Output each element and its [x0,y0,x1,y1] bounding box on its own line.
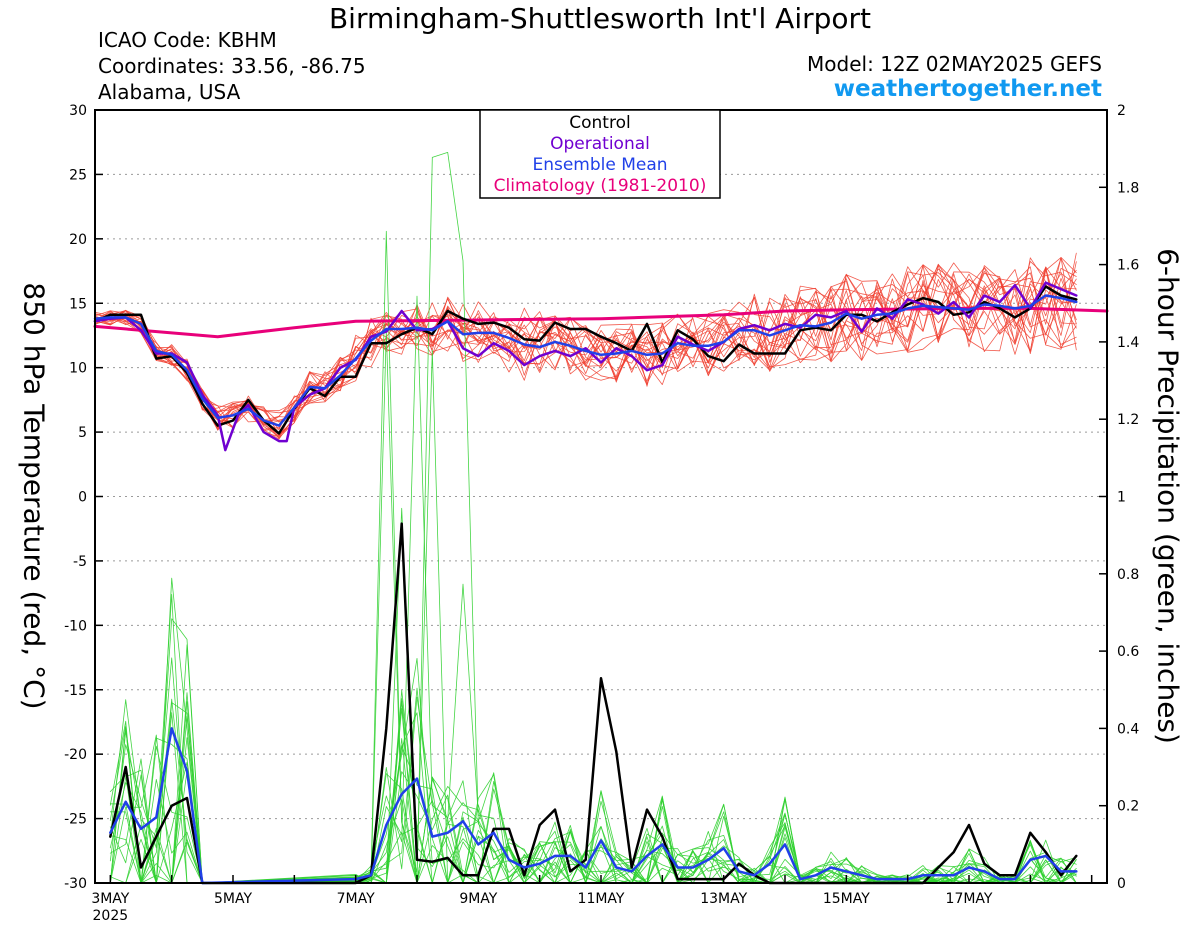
temperature-member-line [94,267,1077,412]
precip-member-line [109,726,1077,884]
y-tick-label-right: 1.2 [1117,412,1139,428]
y-tick-label-left: 0 [78,490,87,506]
y-tick-label-right: 0.8 [1117,567,1139,583]
y-tick-label-left: -15 [64,683,87,699]
x-tick-label: 15MAY [823,891,870,907]
grid [95,173,1107,820]
site-link[interactable]: weathertogether.net [833,76,1102,102]
y-tick-label-left: -10 [64,618,87,634]
legend-entry: Ensemble Mean [532,155,667,175]
temperature-member-line [94,257,1077,429]
y-tick-label-left: -5 [73,554,87,570]
icao-code: ICAO Code: KBHM [98,28,277,52]
temperature-member-line [94,252,1077,428]
precip-member-line [109,720,1077,884]
y-tick-label-right: 2 [1117,103,1126,119]
y-tick-label-left: 5 [78,425,87,441]
y-tick-label-right: 1.6 [1117,258,1139,274]
y-tick-label-left: 15 [69,296,87,312]
ensemble-mean-temperature-line [93,294,1078,427]
x-tick-label: 7MAY [337,891,375,907]
precip-member-line [109,712,1077,884]
x-tick-label: 17MAY [946,891,993,907]
precip-member-line [109,295,1077,884]
y-tick-label-left: -20 [64,747,87,763]
x-tick-label: 9MAY [459,891,497,907]
precip-member-line [109,230,1077,884]
operational-temperature-line [93,281,1078,452]
legend-entry: Climatology (1981-2010) [494,176,707,196]
precip-member-line [109,507,1077,884]
ensemble-members [94,151,1077,884]
y-tick-label-right: 1.4 [1117,335,1139,351]
legend-box [479,109,721,199]
temperature-member-line [94,264,1077,440]
y-tick-label-left: 30 [69,103,87,119]
legend-entry: Operational [550,134,650,154]
region: Alabama, USA [98,80,241,104]
x-tick-label: 11MAY [578,891,625,907]
y-tick-label-right: 1 [1117,490,1126,506]
y-tick-label-right: 0 [1117,876,1126,892]
model-run: Model: 12Z 02MAY2025 GEFS [807,52,1102,76]
coordinates: Coordinates: 33.56, -86.75 [98,54,366,78]
y-tick-label-left: -30 [64,876,87,892]
x-tick-label: 5MAY [214,891,252,907]
y-tick-label-right: 0.2 [1117,799,1139,815]
y-tick-label-right: 1.8 [1117,180,1139,196]
y-tick-label-right: 0.6 [1117,644,1139,660]
chart-title: Birmingham-Shuttlesworth Int'l Airport [328,2,872,35]
x-tick-label: 3MAY [91,891,129,907]
axes: 302520151050-5-10-15-20-25-3021.81.61.41… [64,103,1139,924]
climatology-line [93,306,1109,339]
ensemble-mean-precip-line [109,727,1078,885]
y-tick-label-left: 25 [69,167,87,183]
y-tick-label-left: 20 [69,232,87,248]
legend-entry: Control [569,113,630,133]
control-precip-line [109,522,1078,885]
precip-member-line [109,594,1077,884]
precip-member-line [109,712,1077,884]
temperature-member-line [94,281,1077,431]
y-tick-label-left: -25 [64,812,87,828]
temperature-member-line [94,265,1077,436]
y-tick-label-right: 0.4 [1117,721,1139,737]
series-lines [93,281,1109,885]
y-tick-label-left: 10 [69,361,87,377]
x-tick-sublabel: 2025 [93,908,129,924]
x-tick-label: 13MAY [700,891,747,907]
